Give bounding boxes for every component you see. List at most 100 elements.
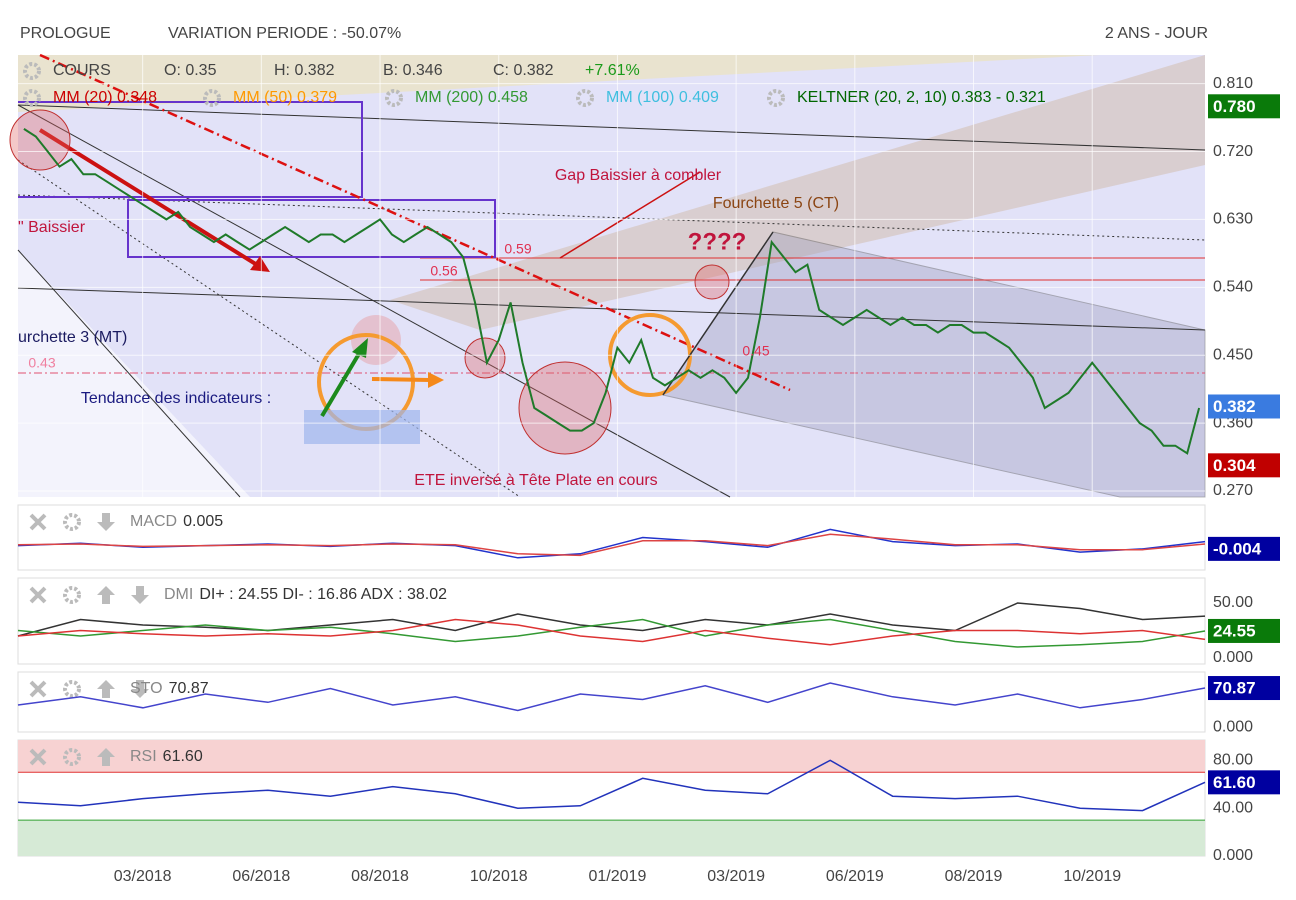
annotation: ETE inversé à Tête Plate en cours [414, 472, 657, 489]
price-legend-item: H: 0.382 [274, 62, 335, 79]
indicator-title: DMI [164, 586, 193, 603]
annotation: Gap Baissier à combler [555, 167, 722, 184]
highlight-circle [9, 109, 71, 171]
x-tick-label: 08/2019 [945, 868, 1003, 885]
move-down-icon[interactable] [97, 513, 115, 531]
up-arrow [320, 350, 362, 418]
indicator-panel [17, 504, 1206, 571]
highlight-circle [518, 361, 612, 455]
indicator-title: STO [130, 680, 163, 697]
price-legend-item: +7.61% [585, 62, 640, 79]
gap-pointer [559, 171, 701, 259]
indicator-line [17, 618, 1206, 648]
annotation: Tendance des indicateurs : [81, 390, 271, 407]
oversold-zone [18, 820, 1205, 856]
settings-icon[interactable] [63, 680, 81, 698]
annotation: 0.59 [504, 241, 531, 257]
close-icon[interactable] [29, 586, 47, 604]
annotation: 0.43 [28, 355, 55, 371]
range-box [18, 101, 363, 198]
fork-handle [662, 231, 774, 396]
main-panel-drawings [9, 53, 1206, 498]
trend-line [17, 104, 1206, 151]
annotation: " Baissier [18, 219, 86, 236]
down-trend [39, 53, 791, 392]
settings-icon[interactable] [23, 62, 41, 80]
close-icon[interactable] [29, 680, 47, 698]
settings-icon[interactable] [63, 586, 81, 604]
moving-average-legend: MM (20) 0.348 [53, 89, 157, 106]
move-up-icon[interactable] [97, 748, 115, 766]
y-tick-label: 0.270 [1213, 482, 1253, 499]
indicator-line [17, 759, 1206, 812]
annotation: 0.56 [430, 263, 457, 279]
close-icon[interactable] [29, 513, 47, 531]
value-badge-label: 70.87 [1213, 679, 1256, 698]
indicator-line [17, 618, 1206, 646]
price-line [23, 128, 1201, 455]
x-tick-label: 06/2018 [232, 868, 290, 885]
settings-icon[interactable] [23, 89, 41, 107]
settings-icon[interactable] [576, 89, 594, 107]
y-tick-label: 0.630 [1213, 211, 1253, 228]
trend-line [17, 104, 731, 498]
indicator-line [17, 533, 1206, 557]
arrow-head [428, 372, 444, 388]
value-badge [1208, 94, 1280, 119]
x-tick-label: 06/2019 [826, 868, 884, 885]
price-legend-item: C: 0.382 [493, 62, 554, 79]
annotation: urchette 3 (MT) [18, 329, 127, 346]
y-tick-label: 0.000 [1213, 718, 1253, 735]
moving-average-legend: MM (200) 0.458 [415, 89, 528, 106]
close-icon[interactable] [29, 748, 47, 766]
fork-5 [390, 55, 1205, 330]
settings-icon[interactable] [63, 513, 81, 531]
period[interactable]: 2 ANS - JOUR [1105, 25, 1208, 42]
settings-icon[interactable] [203, 89, 221, 107]
trend-line [17, 249, 241, 498]
annotation: 0.45 [742, 343, 769, 359]
indicator-readout: 0.005 [183, 513, 223, 530]
indicator-readout: 70.87 [169, 680, 209, 697]
value-badge [1208, 536, 1280, 561]
y-tick-label: 0.540 [1213, 279, 1253, 296]
y-tick-label: 0.720 [1213, 143, 1253, 160]
x-tick-label: 01/2019 [589, 868, 647, 885]
y-tick-label: 50.00 [1213, 594, 1253, 611]
price-legend-item: O: 0.35 [164, 62, 217, 79]
y-tick-label: 0.000 [1213, 847, 1253, 864]
move-down-icon[interactable] [131, 680, 149, 698]
variation: VARIATION PERIODE : -50.07% [168, 25, 401, 42]
moving-average-legend: MM (100) 0.409 [606, 89, 719, 106]
move-up-icon[interactable] [97, 586, 115, 604]
moving-average-legend: MM (50) 0.379 [233, 89, 337, 106]
x-tick-label: 03/2018 [114, 868, 172, 885]
x-tick-label: 03/2019 [707, 868, 765, 885]
value-badge [1208, 676, 1280, 701]
y-tick-label: 0.360 [1213, 414, 1253, 431]
move-up-icon[interactable] [97, 680, 115, 698]
annotation: ???? [688, 228, 747, 255]
value-badge [1208, 618, 1280, 643]
move-down-icon[interactable] [131, 586, 149, 604]
settings-icon[interactable] [63, 748, 81, 766]
down-arrow [38, 128, 264, 270]
settings-icon[interactable] [767, 89, 785, 107]
annotation: Fourchette 5 (CT) [713, 195, 839, 212]
value-badge [1208, 770, 1280, 795]
arrow-head [352, 338, 368, 358]
indicator-readout: DI+ : 24.55 DI- : 16.86 ADX : 38.02 [199, 586, 447, 603]
settings-icon[interactable] [385, 89, 403, 107]
x-tick-label: 10/2019 [1063, 868, 1121, 885]
indicator-title: MACD [130, 513, 177, 530]
y-tick-label: 40.00 [1213, 799, 1253, 816]
y-tick-label: 0.810 [1213, 75, 1253, 92]
indicator-line [17, 602, 1206, 637]
trend-line [17, 159, 521, 498]
indicator-readout: 61.60 [163, 748, 203, 765]
value-badge [1208, 453, 1280, 478]
indicator-line [17, 682, 1206, 712]
value-badge [1208, 394, 1280, 419]
arrow-head [250, 256, 270, 272]
